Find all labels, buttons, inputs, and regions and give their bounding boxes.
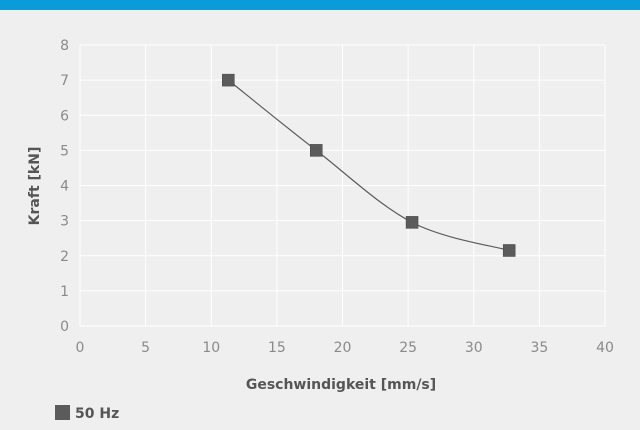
y-axis-ticks: 0 1 2 3 4 5 6 7 8 — [60, 38, 69, 335]
y-tick-label: 4 — [60, 179, 69, 195]
x-tick-label: 40 — [596, 340, 614, 356]
x-axis-title: Geschwindigkeit [mm/s] — [246, 377, 436, 393]
data-point — [310, 144, 323, 157]
y-tick-label: 5 — [60, 143, 69, 159]
series-points-50hz — [222, 73, 516, 257]
data-point — [405, 216, 419, 229]
data-point — [222, 73, 235, 87]
y-axis-title: Kraft [kN] — [27, 147, 43, 226]
x-tick-label: 10 — [202, 340, 220, 356]
x-tick-label: 5 — [141, 340, 150, 356]
series-line-50hz — [227, 79, 510, 252]
x-tick-label: 0 — [76, 340, 85, 356]
y-tick-label: 7 — [60, 73, 69, 89]
y-tick-label: 3 — [60, 214, 69, 230]
x-tick-label: 35 — [530, 340, 548, 356]
y-tick-label: 2 — [60, 249, 69, 265]
top-accent-bar — [0, 0, 640, 10]
x-tick-label: 25 — [399, 340, 417, 356]
legend: 50 Hz — [55, 405, 119, 422]
legend-label: 50 Hz — [75, 406, 119, 422]
x-tick-label: 15 — [268, 340, 286, 356]
x-tick-label: 20 — [334, 340, 352, 356]
y-tick-label: 6 — [60, 108, 69, 124]
data-point — [502, 244, 516, 257]
grid-lines — [79, 44, 606, 327]
legend-marker — [55, 405, 70, 420]
x-axis-ticks: 0 5 10 15 20 25 30 35 40 — [76, 340, 614, 356]
y-tick-label: 0 — [60, 319, 69, 335]
y-tick-label: 1 — [60, 284, 69, 300]
y-tick-label: 8 — [60, 38, 69, 54]
x-tick-label: 30 — [465, 340, 483, 356]
